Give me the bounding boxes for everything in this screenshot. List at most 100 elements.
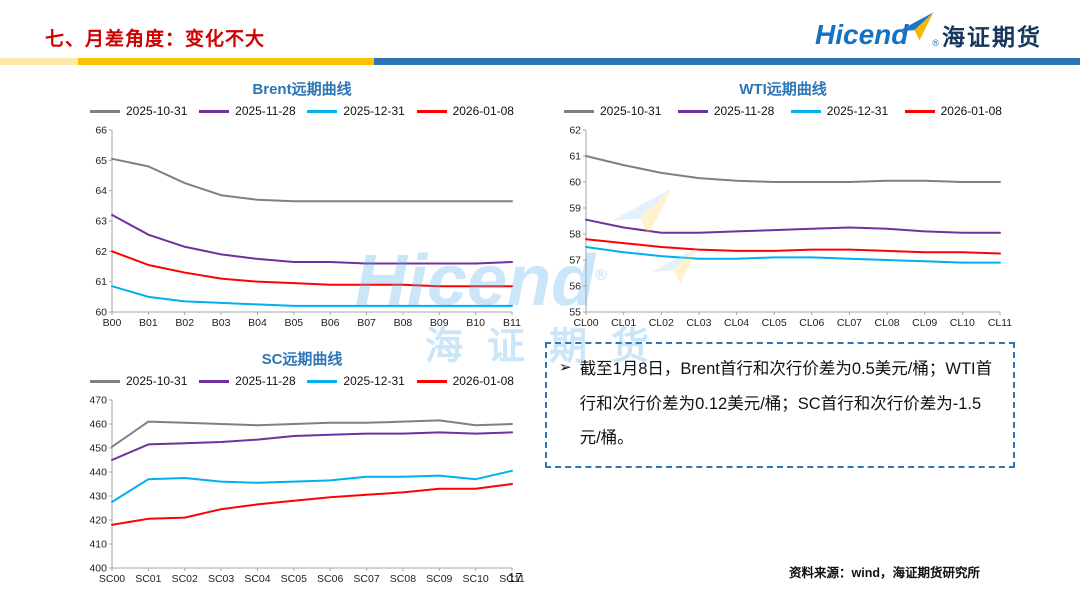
legend-line-swatch bbox=[904, 109, 935, 113]
legend-item: 2026-01-08 bbox=[904, 104, 1002, 118]
series-line-2025-10-31 bbox=[111, 419, 513, 448]
svg-text:SC10: SC10 bbox=[463, 573, 489, 585]
legend-label: 2025-12-31 bbox=[343, 374, 405, 388]
svg-text:CL09: CL09 bbox=[912, 317, 937, 329]
svg-text:B02: B02 bbox=[175, 317, 194, 329]
brent-forward-curve-chart: Brent远期曲线 2025-10-31 2025-11-28 2025-12-31… bbox=[78, 78, 526, 337]
note-text: 截至1月8日，Brent首行和次行价差为0.5美元/桶；WTI首行和次行价差为0… bbox=[579, 360, 993, 448]
series-line-2025-11-28 bbox=[111, 431, 513, 461]
legend-label: 2025-10-31 bbox=[126, 374, 188, 388]
series-line-2025-12-31 bbox=[585, 246, 1001, 264]
legend-line-swatch bbox=[564, 109, 594, 113]
svg-text:CL01: CL01 bbox=[611, 317, 636, 329]
paper-plane-icon bbox=[898, 12, 934, 41]
svg-text:CL07: CL07 bbox=[837, 317, 862, 329]
svg-text:B01: B01 bbox=[139, 317, 158, 329]
svg-text:B06: B06 bbox=[321, 317, 340, 329]
svg-text:57: 57 bbox=[569, 255, 581, 267]
series-line-2025-11-28 bbox=[111, 213, 513, 265]
legend-label: 2026-01-08 bbox=[940, 104, 1002, 118]
svg-text:CL08: CL08 bbox=[875, 317, 900, 329]
series-line-2025-12-31 bbox=[111, 285, 513, 307]
svg-text:430: 430 bbox=[89, 491, 107, 503]
chart-title: Brent远期曲线 bbox=[252, 81, 352, 98]
svg-text:B05: B05 bbox=[284, 317, 303, 329]
svg-text:56: 56 bbox=[569, 281, 581, 293]
svg-text:62: 62 bbox=[569, 125, 581, 137]
svg-text:SC02: SC02 bbox=[172, 573, 198, 585]
svg-text:B07: B07 bbox=[357, 317, 376, 329]
legend-label: 2026-01-08 bbox=[452, 374, 514, 388]
legend-item: 2025-10-31 bbox=[90, 374, 187, 388]
legend-item: 2025-10-31 bbox=[564, 104, 661, 118]
svg-text:CL00: CL00 bbox=[573, 317, 598, 329]
svg-text:CL11: CL11 bbox=[988, 317, 1012, 329]
series-line-2026-01-08 bbox=[111, 250, 513, 288]
svg-text:CL06: CL06 bbox=[799, 317, 824, 329]
svg-text:66: 66 bbox=[95, 125, 107, 137]
series-line-2025-12-31 bbox=[111, 469, 513, 503]
svg-text:SC08: SC08 bbox=[390, 573, 416, 585]
legend-label: 2025-11-28 bbox=[713, 104, 775, 118]
series-line-2025-10-31 bbox=[111, 157, 513, 203]
svg-text:60: 60 bbox=[95, 307, 107, 319]
svg-text:B03: B03 bbox=[212, 317, 231, 329]
svg-text:SC11: SC11 bbox=[499, 573, 525, 585]
note-bullet-icon: ➢ bbox=[559, 359, 572, 376]
svg-text:SC03: SC03 bbox=[208, 573, 234, 585]
svg-text:450: 450 bbox=[89, 443, 107, 455]
legend-line-swatch bbox=[199, 109, 230, 113]
svg-text:SC00: SC00 bbox=[99, 573, 125, 585]
svg-text:63: 63 bbox=[95, 216, 107, 228]
series-line-2025-11-28 bbox=[585, 218, 1001, 234]
chart-legend: 2025-10-31 2025-11-28 2025-12-31 2026-01-08 bbox=[78, 100, 526, 122]
svg-text:400: 400 bbox=[89, 563, 107, 575]
legend-item: 2026-01-08 bbox=[416, 104, 514, 118]
svg-text:B04: B04 bbox=[248, 317, 267, 329]
y-axis-tick-labels: 400 410 420 430 440 450 460 470 bbox=[89, 395, 112, 575]
brand-logo: Hicend ® 海证期货 bbox=[815, 12, 1042, 52]
chart-legend: 2025-10-31 2025-11-28 2025-12-31 2026-01-08 bbox=[78, 370, 526, 392]
legend-item: 2025-11-28 bbox=[199, 104, 296, 118]
svg-text:SC04: SC04 bbox=[244, 573, 270, 585]
summary-note-box: ➢ 截至1月8日，Brent首行和次行价差为0.5美元/桶；WTI首行和次行价差… bbox=[545, 342, 1015, 468]
svg-text:64: 64 bbox=[95, 185, 107, 197]
data-source-note: 资料来源：wind，海证期货研究所 bbox=[789, 566, 980, 580]
svg-text:CL03: CL03 bbox=[686, 317, 711, 329]
series-line-2026-01-08 bbox=[111, 483, 513, 526]
svg-text:B09: B09 bbox=[430, 317, 449, 329]
svg-text:460: 460 bbox=[89, 419, 107, 431]
registered-mark: ® bbox=[932, 38, 939, 48]
legend-label: 2025-11-28 bbox=[235, 374, 296, 388]
legend-label: 2025-10-31 bbox=[600, 104, 662, 118]
legend-label: 2025-12-31 bbox=[826, 104, 889, 118]
svg-text:SC07: SC07 bbox=[353, 573, 379, 585]
legend-line-swatch bbox=[677, 109, 708, 113]
legend-item: 2025-11-28 bbox=[199, 374, 296, 388]
svg-text:SC01: SC01 bbox=[135, 573, 161, 585]
svg-text:410: 410 bbox=[89, 539, 107, 551]
svg-text:61: 61 bbox=[95, 276, 107, 288]
legend-item: 2025-11-28 bbox=[677, 104, 775, 118]
svg-text:65: 65 bbox=[95, 155, 107, 167]
page-number: 17 bbox=[508, 570, 523, 585]
legend-line-swatch bbox=[416, 109, 447, 113]
legend-label: 2025-10-31 bbox=[126, 104, 188, 118]
wti-forward-curve-chart: WTI远期曲线 2025-10-31 2025-11-28 2025-12-31 20… bbox=[552, 78, 1014, 337]
axes bbox=[585, 130, 1000, 313]
header-divider-bar bbox=[0, 58, 1080, 65]
chart-plot-area: 55 56 57 58 59 60 61 62 CL00 CL01 CL02 CL03 CL04 CL05… bbox=[569, 125, 1012, 330]
svg-text:470: 470 bbox=[89, 395, 107, 407]
svg-text:SC05: SC05 bbox=[281, 573, 307, 585]
y-axis-tick-labels: 55 56 57 58 59 60 61 62 bbox=[569, 125, 586, 319]
x-axis-tick-labels: B00 B01 B02 B03 B04 B05 B06 B07 B08 B09 B10 B11 bbox=[103, 312, 521, 329]
axes bbox=[111, 400, 512, 569]
x-axis-tick-labels: SC00 SC01 SC02 SC03 SC04 SC05 SC06 SC07 SC08 SC09… bbox=[99, 568, 525, 585]
series-line-2026-01-08 bbox=[585, 238, 1001, 255]
svg-text:B11: B11 bbox=[503, 317, 521, 329]
legend-item: 2025-12-31 bbox=[307, 374, 405, 388]
svg-text:440: 440 bbox=[89, 467, 107, 479]
legend-item: 2025-12-31 bbox=[790, 104, 889, 118]
svg-text:60: 60 bbox=[569, 177, 581, 189]
